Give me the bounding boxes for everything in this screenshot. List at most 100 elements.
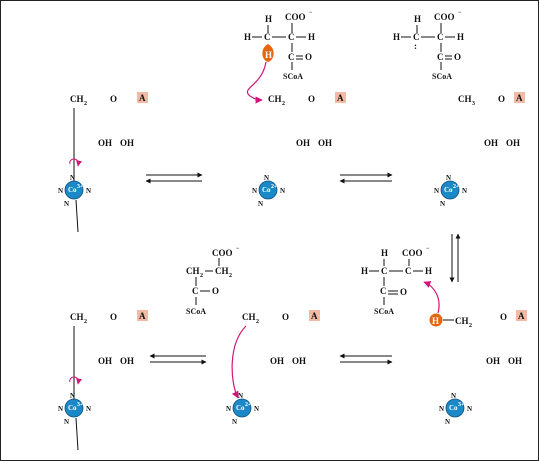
ribose-labels-1: CH 2 O A OH OH <box>70 92 148 148</box>
svg-text:N: N <box>434 187 439 195</box>
svg-text:CH: CH <box>458 94 472 104</box>
svg-text:N: N <box>232 418 237 426</box>
svg-text:N: N <box>254 405 259 413</box>
svg-text:O: O <box>110 312 117 322</box>
svg-text:N: N <box>462 187 467 195</box>
svg-text:A: A <box>139 311 146 321</box>
cobalt-atom-4: Co 3+ <box>64 398 84 418</box>
axial-ligand-4 <box>75 417 79 451</box>
svg-text:Co: Co <box>68 404 77 412</box>
svg-text:3+: 3+ <box>77 184 84 190</box>
svg-text:N: N <box>280 187 285 195</box>
svg-text:2+: 2+ <box>271 184 278 190</box>
svg-text:N: N <box>451 392 456 400</box>
radical-recombination-arrow <box>231 325 247 399</box>
svg-text:SCoA: SCoA <box>283 72 303 81</box>
svg-text:H: H <box>393 32 400 42</box>
svg-text:H: H <box>265 50 272 60</box>
ribose-labels-2: CH 2 O A OH OH <box>268 92 346 148</box>
svg-text:N: N <box>440 200 445 208</box>
svg-text:OH: OH <box>292 356 306 366</box>
svg-text:CH: CH <box>70 312 84 322</box>
methylmalonyl-coa-substrate: H COO − H C C H H C O SCoA <box>244 10 315 81</box>
svg-text:Co: Co <box>262 186 271 194</box>
svg-text:O: O <box>308 94 315 104</box>
svg-text:CH: CH <box>186 266 200 276</box>
svg-text:COO: COO <box>212 248 233 258</box>
ribose-labels-3: CH 3 O A OH OH <box>458 92 525 148</box>
svg-text:2+: 2+ <box>453 184 460 190</box>
svg-text:A: A <box>516 93 523 103</box>
svg-text:O: O <box>110 94 117 104</box>
svg-text:H: H <box>265 14 272 24</box>
svg-text:H: H <box>425 266 432 276</box>
corrin-nitrogens: N NNN N NNN N NNN N NNN N NNN N NNN <box>58 174 472 426</box>
svg-text:Co: Co <box>444 186 453 194</box>
svg-text:CH: CH <box>268 94 282 104</box>
svg-text:2: 2 <box>84 101 87 107</box>
ribose-labels-6: H CH 2 O A OH OH <box>429 310 527 366</box>
svg-text:C: C <box>192 286 199 296</box>
svg-text:N: N <box>64 418 69 426</box>
substrate-radical-bottom: H COO − H C C H C O SCoA <box>361 246 432 316</box>
svg-text:2: 2 <box>256 319 259 325</box>
svg-text:N: N <box>264 174 269 182</box>
svg-text:C: C <box>288 32 295 42</box>
svg-text:OH: OH <box>120 138 134 148</box>
svg-text:O: O <box>282 312 289 322</box>
svg-text:H: H <box>244 32 251 42</box>
svg-text:H: H <box>308 32 315 42</box>
ribose-labels-4: CH 2 O A OH OH <box>70 310 148 366</box>
cobalt-atom-5: Co 2+ <box>232 398 252 418</box>
cobalt-atom-2: Co 2+ <box>258 180 278 200</box>
svg-text:COO: COO <box>434 12 455 22</box>
cobalt-atom-6: Co 3+ <box>445 398 465 418</box>
svg-text:N: N <box>467 405 472 413</box>
equilibrium-arrow-2-3 <box>339 172 393 184</box>
svg-text:A: A <box>311 311 318 321</box>
svg-text:2: 2 <box>469 323 472 329</box>
svg-text:2: 2 <box>229 273 232 279</box>
substrate-radical-top: H COO − H C C H : C O SCoA <box>393 10 464 81</box>
svg-text:H: H <box>432 316 439 326</box>
svg-text:−: − <box>236 246 240 252</box>
svg-text:A: A <box>139 93 146 103</box>
svg-text:OH: OH <box>98 356 112 366</box>
svg-text:O: O <box>454 52 461 62</box>
svg-text:COO: COO <box>402 248 423 258</box>
svg-text:C: C <box>437 52 444 62</box>
svg-text:CH: CH <box>242 312 256 322</box>
svg-text:Co: Co <box>449 404 458 412</box>
svg-text:N: N <box>70 392 75 400</box>
svg-text:N: N <box>258 200 263 208</box>
homolysis-arrow-1 <box>69 158 82 167</box>
svg-text:OH: OH <box>486 356 500 366</box>
svg-text:C: C <box>381 266 388 276</box>
ribose-labels-5: CH 2 O A OH OH <box>242 310 320 366</box>
svg-text:C: C <box>437 32 444 42</box>
svg-text:N: N <box>445 418 450 426</box>
svg-text:C: C <box>405 266 412 276</box>
svg-text:Co: Co <box>236 404 245 412</box>
svg-text:2+: 2+ <box>245 402 252 408</box>
svg-text:OH: OH <box>318 138 332 148</box>
cobalt-atom-3: Co 2+ <box>440 180 460 200</box>
svg-text:H: H <box>457 32 464 42</box>
svg-text:SCoA: SCoA <box>186 307 206 316</box>
svg-text:C: C <box>380 286 387 296</box>
svg-text:Co: Co <box>68 186 77 194</box>
svg-text:OH: OH <box>296 138 310 148</box>
svg-text:OH: OH <box>270 356 284 366</box>
svg-text:O: O <box>500 312 507 322</box>
svg-text:O: O <box>498 94 505 104</box>
svg-text:2: 2 <box>200 273 203 279</box>
svg-text:A: A <box>337 93 344 103</box>
svg-text:SCoA: SCoA <box>432 72 452 81</box>
svg-text::: : <box>414 41 417 51</box>
svg-text:N: N <box>446 174 451 182</box>
svg-text:−: − <box>426 246 430 252</box>
svg-text:CH: CH <box>215 266 229 276</box>
svg-text:H: H <box>361 266 368 276</box>
